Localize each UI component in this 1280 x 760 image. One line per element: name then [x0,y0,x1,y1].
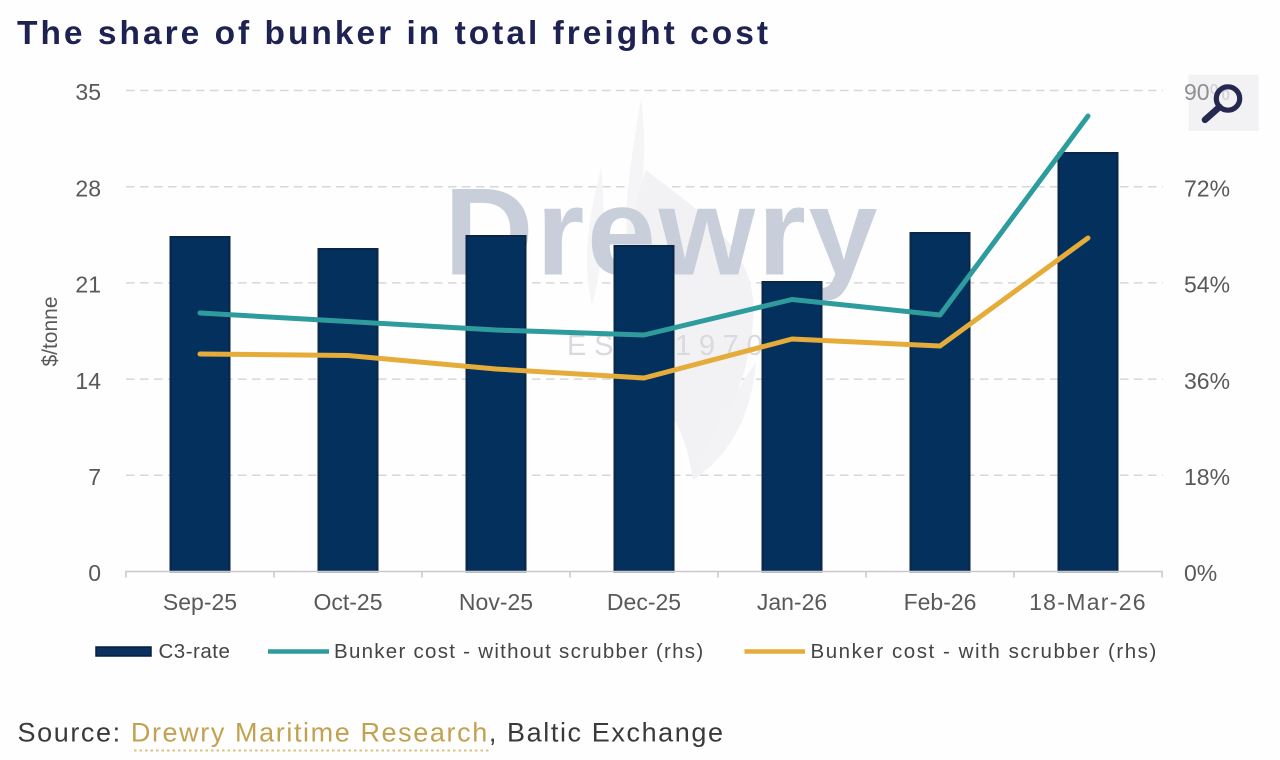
svg-text:18%: 18% [1184,464,1230,490]
svg-text:90%: 90% [1184,79,1230,105]
svg-text:7: 7 [88,464,101,490]
svg-text:Bunker cost - without scrubber: Bunker cost - without scrubber (rhs) [334,640,704,663]
svg-text:$/tonne: $/tonne [39,296,62,366]
svg-text:21: 21 [75,272,101,298]
svg-text:The share of bunker in total f: The share of bunker in total freight cos… [17,15,771,52]
svg-text:C3-rate: C3-rate [159,640,231,663]
svg-text:0%: 0% [1184,560,1217,586]
svg-text:35: 35 [75,79,101,105]
svg-text:Sep-25: Sep-25 [163,589,237,615]
svg-text:Source: Drewry Maritime Resear: Source: Drewry Maritime Research, Baltic… [18,718,725,748]
svg-text:Nov-25: Nov-25 [459,589,533,615]
svg-text:Bunker cost - with scrubber (r: Bunker cost - with scrubber (rhs) [811,640,1158,663]
svg-text:0: 0 [88,560,101,586]
svg-text:72%: 72% [1184,175,1230,201]
svg-text:Feb-26: Feb-26 [904,589,977,615]
svg-text:Dec-25: Dec-25 [607,589,681,615]
svg-text:36%: 36% [1184,368,1230,394]
svg-text:54%: 54% [1184,272,1230,298]
svg-text:18-Mar-26: 18-Mar-26 [1029,589,1147,615]
svg-text:Jan-26: Jan-26 [757,589,827,615]
svg-text:14: 14 [75,368,101,394]
svg-text:Oct-25: Oct-25 [313,589,382,615]
svg-text:28: 28 [75,175,101,201]
